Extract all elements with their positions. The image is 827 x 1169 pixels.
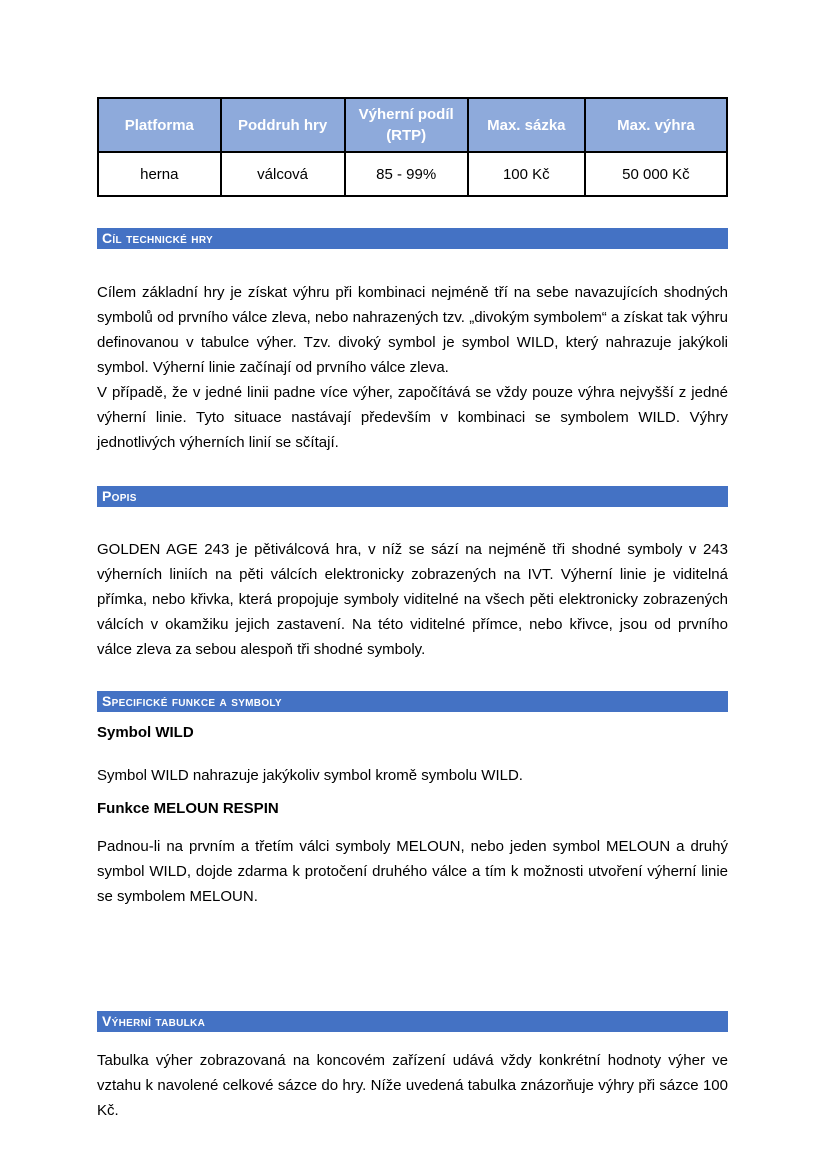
- section-title: Výherní tabulka: [102, 1013, 206, 1029]
- paragraph-popis: GOLDEN AGE 243 je pětiválcová hra, v níž…: [97, 541, 728, 658]
- section-title: Specifické funkce a symboly: [102, 693, 282, 709]
- section-title: Popis: [102, 488, 137, 504]
- header-cell-max-vyhra: Max. výhra: [583, 97, 729, 153]
- paragraph-cil-2: V případě, že v jedné linii padne více v…: [97, 384, 728, 451]
- cell-platforma: herna: [97, 151, 222, 197]
- header-cell-poddruh-hry: Poddruh hry: [219, 97, 346, 153]
- section-title-bar-popis: Popis: [97, 486, 728, 507]
- table-header-row: Platforma Poddruh hry Výherní podíl (RTP…: [97, 97, 729, 153]
- game-info-table: Platforma Poddruh hry Výherní podíl (RTP…: [97, 97, 729, 197]
- header-cell-vyherni-podil: Výherní podíl (RTP): [343, 97, 469, 153]
- cell-max-sazka: 100 Kč: [466, 151, 586, 197]
- section-title: Cíl technické hry: [102, 230, 213, 246]
- section-title-bar-specificke-funkce: Specifické funkce a symboly: [97, 691, 728, 712]
- header-cell-max-sazka: Max. sázka: [466, 97, 586, 153]
- paragraph-funkce-meloun-respin: Padnou-li na prvním a třetím válci symbo…: [97, 838, 728, 905]
- cell-max-vyhra: 50 000 Kč: [583, 151, 729, 197]
- subsection-heading-symbol-wild: Symbol WILD: [97, 724, 194, 741]
- section-title-bar-vyherni-tabulka: Výherní tabulka: [97, 1011, 728, 1032]
- cell-vyherni-podil: 85 - 99%: [343, 151, 469, 197]
- document-content: Platforma Poddruh hry Výherní podíl (RTP…: [97, 97, 729, 1119]
- table-row: herna válcová 85 - 99% 100 Kč 50 000 Kč: [97, 151, 729, 197]
- subsection-heading-funkce-meloun-respin: Funkce MELOUN RESPIN: [97, 800, 279, 817]
- section-title-bar-cil-technicke-hry: Cíl technické hry: [97, 228, 728, 249]
- header-cell-platforma: Platforma: [97, 97, 222, 153]
- paragraph-cil-1: Cílem základní hry je získat výhru při k…: [97, 284, 728, 376]
- paragraph-symbol-wild: Symbol WILD nahrazuje jakýkoliv symbol k…: [97, 767, 523, 784]
- cell-poddruh-hry: válcová: [219, 151, 346, 197]
- paragraph-vyherni-tabulka: Tabulka výher zobrazovaná na koncovém za…: [97, 1052, 728, 1119]
